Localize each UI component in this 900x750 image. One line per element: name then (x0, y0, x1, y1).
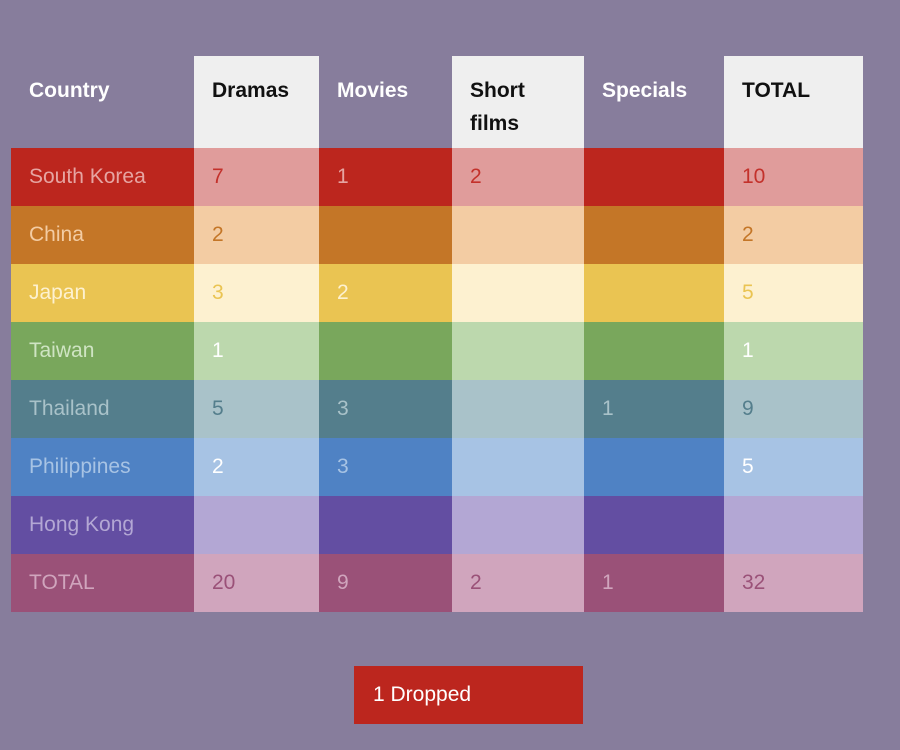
column-header-short-films: Short films (452, 56, 584, 148)
dropped-badge: 1 Dropped (354, 666, 583, 724)
cell-total (724, 496, 863, 554)
country-cell: Japan (11, 264, 194, 322)
cell-specials (584, 206, 724, 264)
cell-movies (319, 322, 452, 380)
table-row: Taiwan 1 1 (11, 322, 863, 380)
cell-total: 2 (724, 206, 863, 264)
table-row: Hong Kong (11, 496, 863, 554)
country-cell: Philippines (11, 438, 194, 496)
country-cell: Taiwan (11, 322, 194, 380)
table-row: TOTAL 20 9 2 1 32 (11, 554, 863, 612)
cell-movies: 1 (319, 148, 452, 206)
cell-dramas: 5 (194, 380, 319, 438)
cell-movies: 3 (319, 438, 452, 496)
cell-short-films: 2 (452, 554, 584, 612)
cell-short-films (452, 496, 584, 554)
cell-movies: 2 (319, 264, 452, 322)
cell-dramas: 20 (194, 554, 319, 612)
country-cell: China (11, 206, 194, 264)
column-header-total: TOTAL (724, 56, 863, 148)
cell-total: 10 (724, 148, 863, 206)
cell-specials (584, 322, 724, 380)
cell-total: 9 (724, 380, 863, 438)
cell-total: 5 (724, 438, 863, 496)
cell-movies (319, 206, 452, 264)
table-row: Thailand 5 3 1 9 (11, 380, 863, 438)
table-row: South Korea 7 1 2 10 (11, 148, 863, 206)
header-row: Country Dramas Movies Short films Specia… (11, 56, 863, 148)
cell-dramas (194, 496, 319, 554)
cell-short-films (452, 264, 584, 322)
cell-movies: 9 (319, 554, 452, 612)
cell-specials (584, 264, 724, 322)
cell-dramas: 2 (194, 206, 319, 264)
cell-short-films: 2 (452, 148, 584, 206)
cell-specials: 1 (584, 554, 724, 612)
cell-specials (584, 148, 724, 206)
cell-dramas: 2 (194, 438, 319, 496)
table-body: South Korea 7 1 2 10 China 2 2 Japan 3 2 5 Taiwan 1 1 T… (11, 148, 863, 612)
column-header-specials: Specials (602, 79, 688, 102)
cell-dramas: 3 (194, 264, 319, 322)
country-cell: Thailand (11, 380, 194, 438)
cell-movies (319, 496, 452, 554)
column-header-country: Country (29, 79, 110, 102)
country-cell: Hong Kong (11, 496, 194, 554)
table-row: Philippines 2 3 5 (11, 438, 863, 496)
cell-short-films (452, 206, 584, 264)
country-cell: South Korea (11, 148, 194, 206)
cell-dramas: 1 (194, 322, 319, 380)
column-header-short-films-text: Short films (470, 79, 525, 135)
cell-short-films (452, 322, 584, 380)
cell-movies: 3 (319, 380, 452, 438)
cell-total: 32 (724, 554, 863, 612)
cell-specials (584, 438, 724, 496)
column-header-movies: Movies (337, 79, 409, 102)
cell-total: 1 (724, 322, 863, 380)
drama-tally-table: Country Dramas Movies Short films Specia… (11, 56, 863, 612)
cell-short-films (452, 438, 584, 496)
cell-total: 5 (724, 264, 863, 322)
cell-dramas: 7 (194, 148, 319, 206)
table-row: Japan 3 2 5 (11, 264, 863, 322)
cell-short-films (452, 380, 584, 438)
cell-specials: 1 (584, 380, 724, 438)
column-header-dramas: Dramas (194, 56, 319, 148)
cell-specials (584, 496, 724, 554)
table-row: China 2 2 (11, 206, 863, 264)
country-cell: TOTAL (11, 554, 194, 612)
